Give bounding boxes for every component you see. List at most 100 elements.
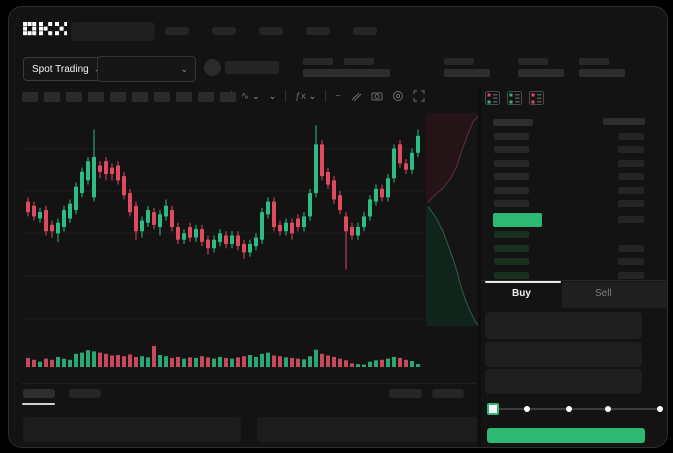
bottom-tab-orders-placeholder[interactable] (23, 389, 55, 398)
buy-tab[interactable]: Buy (512, 288, 531, 299)
total-input-placeholder[interactable] (485, 369, 642, 394)
indicator-wave-icon: ∿ (241, 90, 250, 102)
orderbook[interactable] (483, 111, 648, 281)
stat-label-placeholder (579, 58, 609, 65)
timeframe-button-placeholder[interactable] (176, 92, 192, 102)
okx-logo[interactable] (23, 22, 67, 36)
last-amount-placeholder (618, 216, 644, 224)
draw-tools-icon[interactable] (350, 90, 362, 102)
nav-item-placeholder[interactable] (306, 27, 330, 35)
divider (231, 90, 232, 102)
stat-label-placeholder (344, 58, 374, 65)
bid-amount-placeholder (618, 258, 644, 266)
divider (325, 90, 327, 102)
orderbook-bids-icon[interactable] (507, 91, 522, 105)
orderbook-both-icon[interactable] (485, 91, 500, 105)
ticker-stat-placeholder (579, 58, 637, 77)
stat-label-placeholder (444, 58, 474, 65)
orderbook-mode-icons (485, 91, 544, 105)
ask-amount-placeholder (618, 200, 644, 207)
slider-stop-100pct[interactable] (657, 406, 663, 412)
stat-value-placeholder (579, 69, 625, 77)
ticker-stat-placeholder (344, 58, 402, 77)
line-chart-icon[interactable]: ~ (335, 90, 341, 102)
timeframe-button-placeholder[interactable] (198, 92, 214, 102)
ask-price-placeholder (494, 159, 529, 167)
coin-avatar (204, 59, 221, 76)
slider-stop-50pct[interactable] (566, 406, 572, 412)
timeframe-button-row (22, 92, 236, 102)
orderbook-amount-header-placeholder (603, 118, 645, 125)
top-nav-placeholder-row (165, 27, 377, 35)
nav-item-placeholder[interactable] (353, 27, 377, 35)
fullscreen-icon[interactable] (413, 90, 425, 102)
orderbook-asks-icon[interactable] (529, 91, 544, 105)
bottom-filter-placeholder[interactable] (389, 389, 422, 398)
timeframe-button-placeholder[interactable] (66, 92, 82, 102)
active-tab-indicator (485, 281, 561, 283)
sell-tab[interactable] (562, 282, 667, 308)
timeframe-button-placeholder[interactable] (22, 92, 38, 102)
bid-price-placeholder (494, 231, 529, 239)
bid-price-placeholder (494, 244, 529, 252)
active-tab-underline (22, 403, 55, 405)
pair-dropdown[interactable]: ⌄ (97, 56, 196, 82)
ask-amount-placeholder (618, 173, 644, 181)
ask-amount-placeholder (618, 159, 644, 167)
ticker-stat-placeholder (303, 58, 361, 77)
interval-dropdown-chevron-icon[interactable]: ⌄ (268, 90, 277, 101)
divider (285, 90, 287, 102)
orderbook-price-header-placeholder (493, 119, 533, 126)
timeframe-button-placeholder[interactable] (88, 92, 104, 102)
fx-icon: ƒx (295, 90, 306, 102)
settings-icon[interactable] (392, 90, 404, 102)
stat-value-placeholder (444, 69, 490, 77)
ask-price-placeholder (494, 146, 529, 154)
candlestick-chart[interactable] (21, 113, 426, 376)
ticker-stat-placeholder (444, 58, 502, 77)
last-price-badge (493, 213, 542, 228)
ask-amount-placeholder (618, 146, 644, 154)
slider-stop-25pct[interactable] (524, 406, 530, 412)
nav-item-placeholder[interactable] (259, 27, 283, 35)
timeframe-button-placeholder[interactable] (154, 92, 170, 102)
chart-tool-icons: ∿ ⌄ ⌄ ƒx ⌄ ~ (231, 90, 425, 102)
stat-label-placeholder (303, 58, 333, 65)
buy-button[interactable] (487, 428, 645, 443)
ask-price-placeholder (494, 133, 529, 140)
bid-amount-placeholder (618, 244, 644, 252)
ask-amount-placeholder (618, 186, 644, 194)
price-input-placeholder[interactable] (485, 312, 642, 339)
pair-search-placeholder[interactable] (71, 22, 155, 41)
indicators-dropdown[interactable]: ƒx ⌄ (295, 91, 316, 102)
percent-slider-track[interactable] (490, 408, 658, 410)
market-type-label: Spot Trading (32, 63, 89, 75)
orders-table-placeholder (23, 417, 241, 442)
chevron-down-icon: ⌄ (252, 90, 260, 101)
bottom-tab-history-placeholder[interactable] (69, 389, 101, 398)
market-type-dropdown[interactable]: Spot Trading ⌄ (23, 57, 111, 81)
sell-tab-label: Sell (595, 288, 612, 299)
timeframe-button-placeholder[interactable] (110, 92, 126, 102)
bottom-filter-placeholder[interactable] (432, 389, 464, 398)
divider (21, 383, 476, 384)
timeframe-button-placeholder[interactable] (220, 92, 236, 102)
percent-slider-handle[interactable] (487, 403, 499, 415)
nav-item-placeholder[interactable] (165, 27, 189, 35)
panel-divider (478, 87, 481, 447)
candle-style-dropdown[interactable]: ∿ ⌄ (241, 91, 260, 102)
ask-price-placeholder (494, 186, 529, 194)
chevron-down-icon: ⌄ (180, 63, 188, 74)
timeframe-button-placeholder[interactable] (132, 92, 148, 102)
bid-price-placeholder (494, 258, 529, 266)
nav-item-placeholder[interactable] (212, 27, 236, 35)
slider-stop-75pct[interactable] (605, 406, 611, 412)
stat-value-placeholder (303, 69, 349, 77)
amount-input-placeholder[interactable] (485, 342, 642, 367)
ask-amount-placeholder (618, 133, 644, 140)
timeframe-button-placeholder[interactable] (44, 92, 60, 102)
camera-icon[interactable] (371, 90, 383, 102)
okx-trading-app: Spot Trading ⌄ ⌄ ∿ ⌄ ⌄ ƒx ⌄ ~ (8, 6, 668, 448)
bid-amount-placeholder (618, 271, 644, 279)
